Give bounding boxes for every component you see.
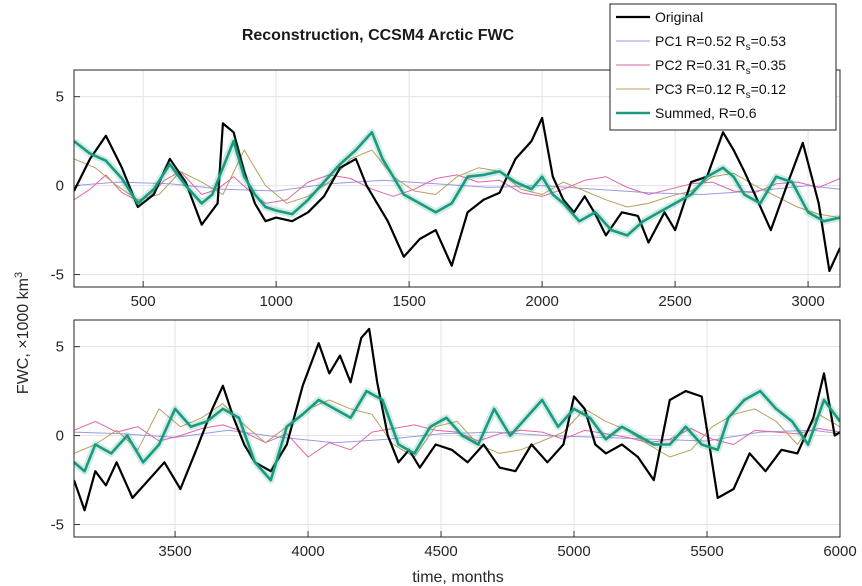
bottom-series-pc3 <box>74 399 840 458</box>
bottom-x-tick-label: 3500 <box>158 543 191 560</box>
legend-text: PC2 R=0.31 R <box>655 57 746 73</box>
legend-subscript: s <box>746 66 751 77</box>
top-y-tick-label: 0 <box>56 178 64 195</box>
bottom-x-tick-label: 5500 <box>690 543 723 560</box>
bottom-y-tick-label: 5 <box>56 339 64 356</box>
legend-text-tail: =0.53 <box>751 33 787 49</box>
bottom-panel: 3500 4000 4500 5000 5500 6000 -5 0 5 <box>51 319 857 560</box>
legend-entry-original: Original <box>655 9 703 25</box>
legend-subscript: s <box>746 42 751 53</box>
top-y-tick-label: 5 <box>56 89 64 106</box>
top-series-pc2 <box>74 170 840 204</box>
bottom-x-tick-label: 5000 <box>557 543 590 560</box>
top-series-summed <box>74 131 840 237</box>
legend-box <box>609 3 837 131</box>
bottom-x-tick-label: 4500 <box>424 543 457 560</box>
bottom-axes-box <box>73 319 841 538</box>
legend-entry-summed: Summed, R=0.6 <box>655 105 757 121</box>
legend-text: Summed, R=0.6 <box>655 105 757 121</box>
bottom-y-tick-label: -5 <box>51 517 64 534</box>
x-axis-label: time, months <box>412 569 504 586</box>
y-axis-label: FWC, ×1000 km3 <box>13 272 32 394</box>
legend-text-tail: =0.35 <box>751 57 787 73</box>
legend-entry-pc3: PC3 R=0.12 Rs=0.12 <box>655 81 786 101</box>
bottom-x-tick-label: 4000 <box>291 543 324 560</box>
top-axes-box <box>73 69 841 288</box>
legend-subscript: s <box>746 90 751 101</box>
legend-entry-pc2: PC2 R=0.31 Rs=0.35 <box>655 57 786 77</box>
legend-text: PC3 R=0.12 R <box>655 81 746 97</box>
top-x-tick-label: 1500 <box>392 293 425 310</box>
bottom-x-tick-label: 6000 <box>823 543 856 560</box>
legend-text: PC1 R=0.52 R <box>655 33 746 49</box>
top-x-tick-label: 2500 <box>658 293 691 310</box>
legend-entry-pc1: PC1 R=0.52 Rs=0.53 <box>655 33 786 53</box>
bottom-series-pc2 <box>74 420 840 458</box>
y-axis-label-text: FWC, ×1000 km <box>15 278 32 394</box>
top-y-tick-label: -5 <box>51 267 64 284</box>
legend-text: Original <box>655 9 703 25</box>
top-x-tick-label: 500 <box>131 293 156 310</box>
bottom-y-tick-label: 0 <box>56 428 64 445</box>
chart-title: Reconstruction, CCSM4 Arctic FWC <box>242 27 515 44</box>
top-x-tick-label: 3000 <box>791 293 824 310</box>
legend-text-tail: =0.12 <box>751 81 787 97</box>
top-series-pc3 <box>74 149 840 219</box>
y-axis-label-superscript: 3 <box>13 272 25 278</box>
top-x-tick-label: 2000 <box>525 293 558 310</box>
bottom-series-summed <box>74 389 840 482</box>
top-x-tick-label: 1000 <box>259 293 292 310</box>
